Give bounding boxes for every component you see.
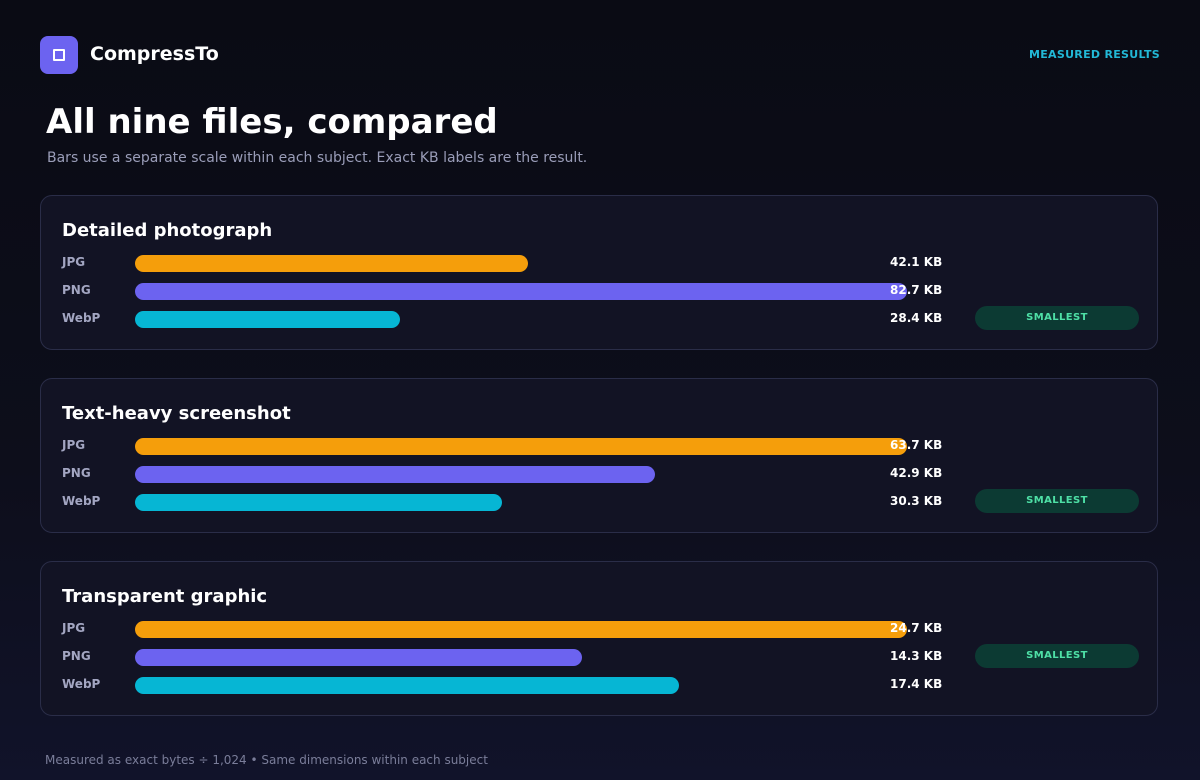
size-value-label: 42.9 KB [890,466,943,480]
size-value-label: 17.4 KB [890,677,943,691]
format-label: JPG [62,255,86,269]
subject-card: Text-heavy screenshot JPG 63.7 KB PNG 42.9 K… [40,378,1158,533]
format-label: WebP [62,677,101,691]
format-row: PNG 14.3 KB SMALLEST [41,644,1157,668]
size-bar [135,621,907,638]
size-value-label: 24.7 KB [890,621,943,635]
subject-title: Text-heavy screenshot [62,403,291,424]
measured-results-label: MEASURED RESULTS [1028,48,1160,61]
format-label: PNG [62,649,91,663]
size-value-label: 14.3 KB [890,649,943,663]
format-label: PNG [62,466,91,480]
size-value-label: 30.3 KB [890,494,943,508]
size-bar [135,494,502,511]
subject-title: Transparent graphic [62,586,268,607]
format-row: JPG 42.1 KB [41,253,1157,273]
format-row: JPG 24.7 KB [41,619,1157,639]
format-label: JPG [62,621,86,635]
size-value-label: 42.1 KB [890,255,943,269]
app-name: CompressTo [90,43,219,65]
format-row: WebP 17.4 KB [41,675,1157,695]
size-value-label: 82.7 KB [890,283,943,297]
smallest-badge: SMALLEST [975,644,1139,668]
size-bar [135,255,528,272]
format-label: PNG [62,283,91,297]
footer-note: Measured as exact bytes ÷ 1,024 • Same d… [45,753,488,767]
size-bar [135,677,679,694]
subject-card: Detailed photograph JPG 42.1 KB PNG 82.7 KB W… [40,195,1158,350]
size-bar [135,438,907,455]
size-bar [135,311,400,328]
page-subtitle: Bars use a separate scale within each su… [47,150,588,166]
size-value-label: 28.4 KB [890,311,943,325]
format-label: JPG [62,438,86,452]
size-bar [135,649,582,666]
format-row: WebP 28.4 KB SMALLEST [41,306,1157,330]
smallest-badge: SMALLEST [975,306,1139,330]
format-row: WebP 30.3 KB SMALLEST [41,489,1157,513]
square-frame-icon [53,49,65,61]
size-value-label: 63.7 KB [890,438,943,452]
app-header: CompressTo MEASURED RESULTS [40,36,1160,74]
size-bar [135,283,907,300]
format-row: PNG 82.7 KB [41,281,1157,301]
size-bar [135,466,655,483]
format-row: PNG 42.9 KB [41,464,1157,484]
subject-title: Detailed photograph [62,220,273,241]
smallest-badge: SMALLEST [975,489,1139,513]
page-title: All nine files, compared [46,102,498,142]
subject-card: Transparent graphic JPG 24.7 KB PNG 14.3 KB S… [40,561,1158,716]
app-logo [40,36,78,74]
format-label: WebP [62,311,101,325]
format-label: WebP [62,494,101,508]
format-row: JPG 63.7 KB [41,436,1157,456]
